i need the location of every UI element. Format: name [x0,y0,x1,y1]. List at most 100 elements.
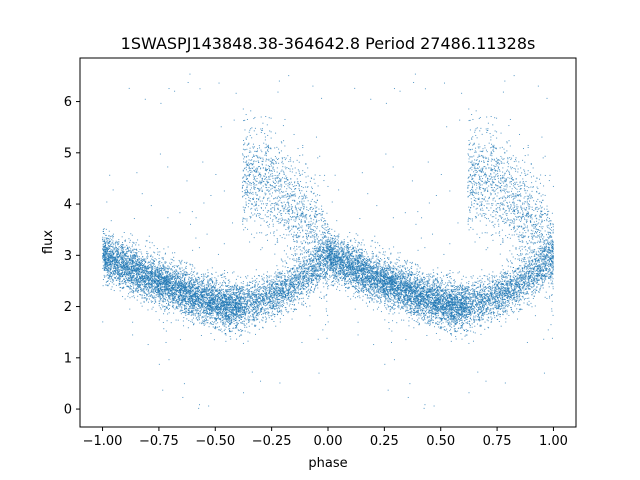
data-point [162,265,164,267]
data-point [502,276,504,278]
data-point [476,137,478,139]
data-point [270,210,272,212]
data-point [513,277,515,279]
data-point [272,301,274,303]
data-point [442,322,444,324]
data-point [169,280,171,282]
data-point [105,228,107,230]
data-point [150,277,152,279]
data-point [462,275,464,277]
data-point [517,236,519,238]
data-point [408,280,410,282]
data-point [322,242,324,244]
data-point [322,270,324,272]
data-point [336,263,338,265]
data-point [287,197,289,199]
data-point [323,231,325,233]
data-point [426,275,428,277]
data-point [188,309,190,311]
data-point [296,277,298,279]
data-point [181,308,183,310]
data-point [276,146,278,148]
data-point [125,267,127,269]
data-point [120,254,122,256]
data-point [256,169,258,171]
data-point [518,161,520,163]
data-point [506,142,508,144]
data-point [240,304,242,306]
data-point [219,287,221,289]
data-point [339,267,341,269]
data-point [356,252,358,254]
data-point [509,272,511,274]
data-point [239,288,241,290]
data-point [368,272,370,274]
data-point [549,268,551,270]
data-point [536,277,538,279]
data-point [193,281,195,283]
data-point [486,187,488,189]
data-point [190,298,192,300]
data-point [146,252,148,254]
data-point [491,296,493,298]
data-point [115,258,117,260]
data-point [441,301,443,303]
data-point [521,236,523,238]
data-point [128,249,130,251]
data-point [201,290,203,292]
data-point [377,267,379,269]
data-point [341,253,343,255]
data-point [331,268,333,270]
data-point [312,208,314,210]
data-point [437,267,439,269]
data-point [349,265,351,267]
data-point [146,294,148,296]
data-point [536,258,538,260]
data-point [322,276,324,278]
data-point [142,280,144,282]
data-point [127,268,129,270]
data-point [279,293,281,295]
data-point [324,174,326,176]
data-point [283,177,285,179]
data-point [151,288,153,290]
data-point [256,296,258,298]
data-point [485,298,487,300]
data-point [171,278,173,280]
data-point [398,256,400,258]
data-point [489,280,491,282]
data-point [530,221,532,223]
data-point [240,331,242,333]
data-point [192,281,194,283]
data-point [182,304,184,306]
data-point [552,243,554,245]
data-point [409,308,411,310]
data-point [106,250,108,252]
data-point [519,199,521,201]
data-point [201,289,203,291]
data-point [537,271,539,273]
data-point [329,258,331,260]
data-point [358,256,360,258]
data-point [374,241,376,243]
data-point [269,288,271,290]
data-point [474,318,476,320]
data-point [246,293,248,295]
data-point [494,223,496,225]
data-point [447,283,449,285]
data-point [364,264,366,266]
data-point [469,194,471,196]
data-point [416,307,418,309]
data-point [296,248,298,250]
data-point [506,215,508,216]
data-point [399,273,401,275]
data-point [247,190,249,192]
data-point [374,273,376,275]
data-point [402,266,404,268]
data-point [231,310,233,312]
data-point [373,301,375,303]
data-point [431,301,433,303]
data-point [543,185,545,187]
data-point [508,292,510,294]
data-point [340,263,342,265]
